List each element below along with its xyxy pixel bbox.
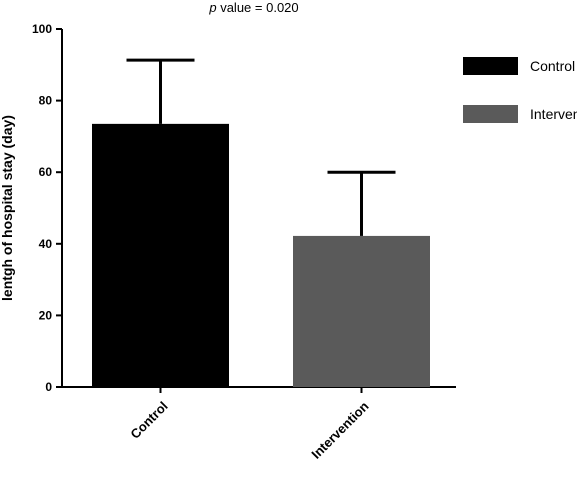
legend-label-intervention: Intervention [530, 106, 577, 122]
legend-label-control: Control [530, 58, 575, 74]
bars [92, 123, 430, 388]
labels: lentgh of hospital stay (day) p value = … [0, 0, 299, 301]
bar-intervention [293, 235, 430, 387]
p-value-text: value = 0.020 [217, 0, 299, 15]
legend-swatch-control [463, 57, 518, 75]
x-tick-label: Control [127, 399, 170, 442]
legend: Control Intervention [463, 57, 577, 123]
p-symbol: p [208, 0, 216, 15]
x-tick-label: Intervention [308, 398, 371, 461]
y-tick-label: 40 [39, 237, 53, 251]
legend-swatch-intervention [463, 105, 518, 123]
y-tick-label: 60 [39, 165, 53, 179]
p-value-annotation: p value = 0.020 [208, 0, 298, 15]
bar-control [92, 123, 229, 388]
y-tick-label: 100 [32, 22, 52, 36]
y-tick-label: 0 [45, 380, 52, 394]
y-tick-label: 20 [39, 308, 53, 322]
error-bars [126, 58, 396, 236]
y-axis-label: lentgh of hospital stay (day) [0, 115, 15, 301]
y-tick-label: 80 [39, 94, 53, 108]
